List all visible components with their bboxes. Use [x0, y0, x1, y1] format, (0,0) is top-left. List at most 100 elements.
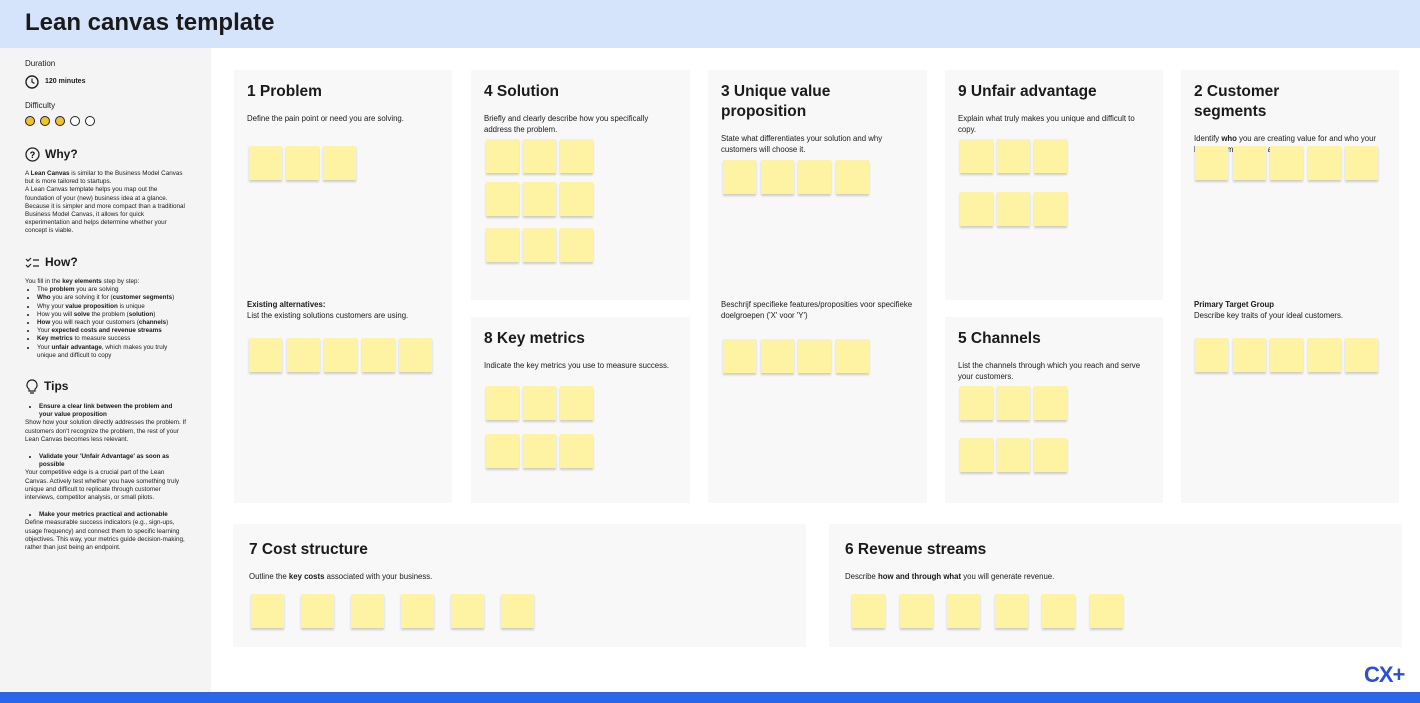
bold-run: key elements	[62, 278, 102, 285]
tip-heading: Ensure a clear link between the problem …	[39, 403, 187, 419]
block-description: List the channels through which you reac…	[958, 361, 1150, 382]
canvas-block: 7 Cost structure Outline the key costs as…	[233, 524, 806, 647]
sticky-note	[560, 139, 593, 173]
text-run: List the channels through which you reac…	[958, 361, 1141, 381]
bold-run: Lean Canvas	[30, 170, 70, 177]
sticky-note	[486, 182, 519, 216]
text-run: How you will	[37, 310, 74, 318]
block-title: 5 Channels	[958, 330, 1041, 347]
how-item-text: How you will solve the problem (solution…	[37, 311, 155, 318]
sticky-note	[401, 594, 434, 628]
sticky-note	[1042, 594, 1075, 628]
sticky-note	[1345, 338, 1378, 372]
how-item-text: How you will reach your customers (chann…	[37, 319, 168, 326]
text-run: Describe	[845, 572, 878, 581]
sticky-note	[997, 192, 1030, 226]
svg-text:?: ?	[30, 150, 36, 160]
sticky-note	[1089, 594, 1123, 628]
why-title: Why?	[45, 147, 78, 162]
sticky-note	[361, 338, 395, 372]
sticky-note	[798, 160, 831, 194]
sticky-note	[523, 182, 556, 216]
bold-run: value proposition	[65, 302, 118, 310]
sticky-note	[835, 160, 869, 194]
sticky-note	[997, 438, 1030, 472]
sticky-note	[249, 146, 282, 180]
difficulty-dots	[25, 116, 95, 126]
bold-run: How	[37, 319, 51, 327]
block-title: 1 Problem	[247, 83, 322, 100]
sticky-note	[523, 228, 556, 262]
text-run: A Lean Canvas template helps you map out…	[25, 186, 185, 235]
sticky-note	[899, 594, 933, 628]
sticky-note	[451, 594, 484, 628]
how-list: The problem you are solvingWho you are s…	[25, 286, 187, 360]
tips-heading: Tips	[25, 379, 187, 394]
text-run: is similar to the Business Model Canvas …	[25, 170, 183, 186]
canvas-block: 3 Unique value proposition State what dif…	[708, 70, 927, 503]
text-run: Your	[37, 327, 52, 335]
tip-heading-list: Ensure a clear link between the problem …	[25, 403, 187, 419]
bold-run: who	[1221, 134, 1237, 143]
bold-run: Who	[37, 294, 51, 302]
text-run: you are solving	[74, 286, 119, 294]
text-run: State what differentiates your solution …	[721, 134, 883, 154]
text-run: The	[37, 286, 50, 294]
section-heading: Primary Target Group	[1194, 300, 1275, 309]
tip: Make your metrics practical and actionab…	[25, 511, 187, 552]
block-description: Briefly and clearly describe how you spe…	[484, 114, 677, 135]
block-title: 4 Solution	[484, 83, 559, 100]
how-heading: How?	[25, 256, 187, 269]
clock-icon	[25, 75, 39, 89]
text-run: Outline the	[249, 572, 289, 581]
sticky-note	[997, 386, 1030, 420]
block-section: Beschrijf specifieke features/propositie…	[721, 300, 914, 321]
sticky-note	[1232, 338, 1266, 372]
text-run: the problem (	[89, 310, 129, 318]
bold-run: expected costs and revenue streams	[51, 327, 162, 335]
sticky-note	[523, 434, 556, 468]
bold-run: key costs	[288, 572, 325, 581]
sticky-note	[960, 438, 993, 472]
block-title: 2 Customer segments	[1194, 83, 1280, 120]
sticky-note	[1195, 338, 1228, 372]
how-item-text: The problem you are solving	[37, 286, 119, 293]
sticky-note	[560, 434, 593, 468]
text-run: Indicate the key metrics you use to meas…	[484, 361, 670, 370]
sticky-note	[960, 139, 993, 173]
sticky-note	[523, 386, 556, 420]
sticky-note	[286, 338, 320, 372]
text-run: you are solving it for (	[50, 294, 113, 302]
text-run: , which makes you truly unique and diffi…	[37, 343, 168, 359]
sticky-note	[994, 594, 1028, 628]
sticky-note	[560, 182, 593, 216]
tip-text: Show how your solution directly addresse…	[25, 419, 187, 444]
sticky-note	[1034, 139, 1067, 173]
tip: Validate your 'Unfair Advantage' as soon…	[25, 453, 187, 502]
canvas-block: 1 Problem Define the pain point or need y…	[234, 70, 452, 503]
bold-run: solve	[73, 310, 90, 318]
block-description: State what differentiates your solution …	[721, 134, 914, 155]
text-run: step by step:	[101, 278, 140, 285]
why-paragraph: A Lean Canvas is similar to the Business…	[25, 170, 187, 186]
bold-run: solution	[128, 310, 154, 318]
sticky-note	[997, 139, 1030, 173]
block-title: 6 Revenue streams	[845, 541, 987, 558]
section-text: Describe key traits of your ideal custom…	[1194, 311, 1386, 322]
text-run: you will generate revenue.	[961, 572, 1055, 581]
why-paragraph: A Lean Canvas template helps you map out…	[25, 186, 187, 235]
block-title: 9 Unfair advantage	[958, 83, 1097, 100]
bold-run: problem	[49, 286, 75, 294]
sticky-note	[760, 339, 794, 373]
how-item-text: Who you are solving it for (customer seg…	[37, 294, 174, 301]
block-title: 3 Unique value proposition	[721, 83, 831, 120]
sticky-note	[723, 160, 756, 194]
text-run: Why your	[37, 302, 66, 310]
block-description: Define the pain point or need you are so…	[247, 114, 439, 125]
how-intro: You fill in the key elements step by ste…	[25, 278, 187, 286]
page-title: Lean canvas template	[25, 9, 275, 36]
how-item: Why your value proposition is unique	[37, 303, 187, 311]
tip-heading: Validate your 'Unfair Advantage' as soon…	[39, 453, 187, 469]
tip-heading-list: Make your metrics practical and actionab…	[25, 511, 187, 519]
text-run: Your	[37, 343, 52, 351]
